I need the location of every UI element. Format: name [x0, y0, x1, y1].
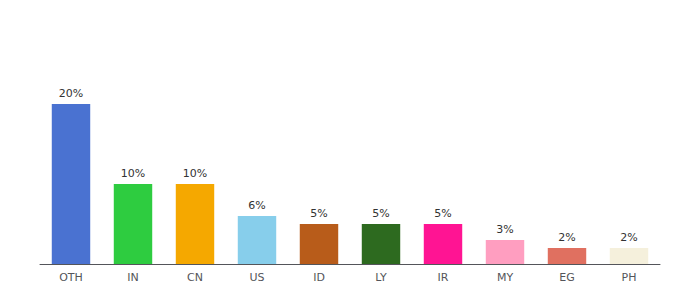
svg-text:CN: CN	[187, 271, 203, 284]
svg-text:3%: 3%	[496, 223, 513, 236]
svg-text:10%: 10%	[183, 167, 207, 180]
svg-text:2%: 2%	[620, 231, 637, 244]
svg-text:5%: 5%	[372, 207, 389, 220]
svg-text:PH: PH	[622, 271, 637, 284]
svg-text:MY: MY	[497, 271, 513, 284]
svg-text:IR: IR	[438, 271, 449, 284]
svg-text:LY: LY	[375, 271, 387, 284]
svg-text:5%: 5%	[434, 207, 451, 220]
svg-text:US: US	[249, 271, 264, 284]
svg-text:10%: 10%	[121, 167, 145, 180]
svg-text:IN: IN	[127, 271, 138, 284]
svg-text:5%: 5%	[310, 207, 327, 220]
svg-text:6%: 6%	[248, 199, 265, 212]
svg-text:2%: 2%	[558, 231, 575, 244]
svg-text:EG: EG	[559, 271, 574, 284]
svg-text:ID: ID	[313, 271, 325, 284]
svg-text:OTH: OTH	[59, 271, 83, 284]
svg-text:20%: 20%	[59, 87, 83, 100]
